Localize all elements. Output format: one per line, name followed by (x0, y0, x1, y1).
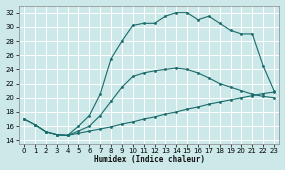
X-axis label: Humidex (Indice chaleur): Humidex (Indice chaleur) (93, 155, 205, 164)
